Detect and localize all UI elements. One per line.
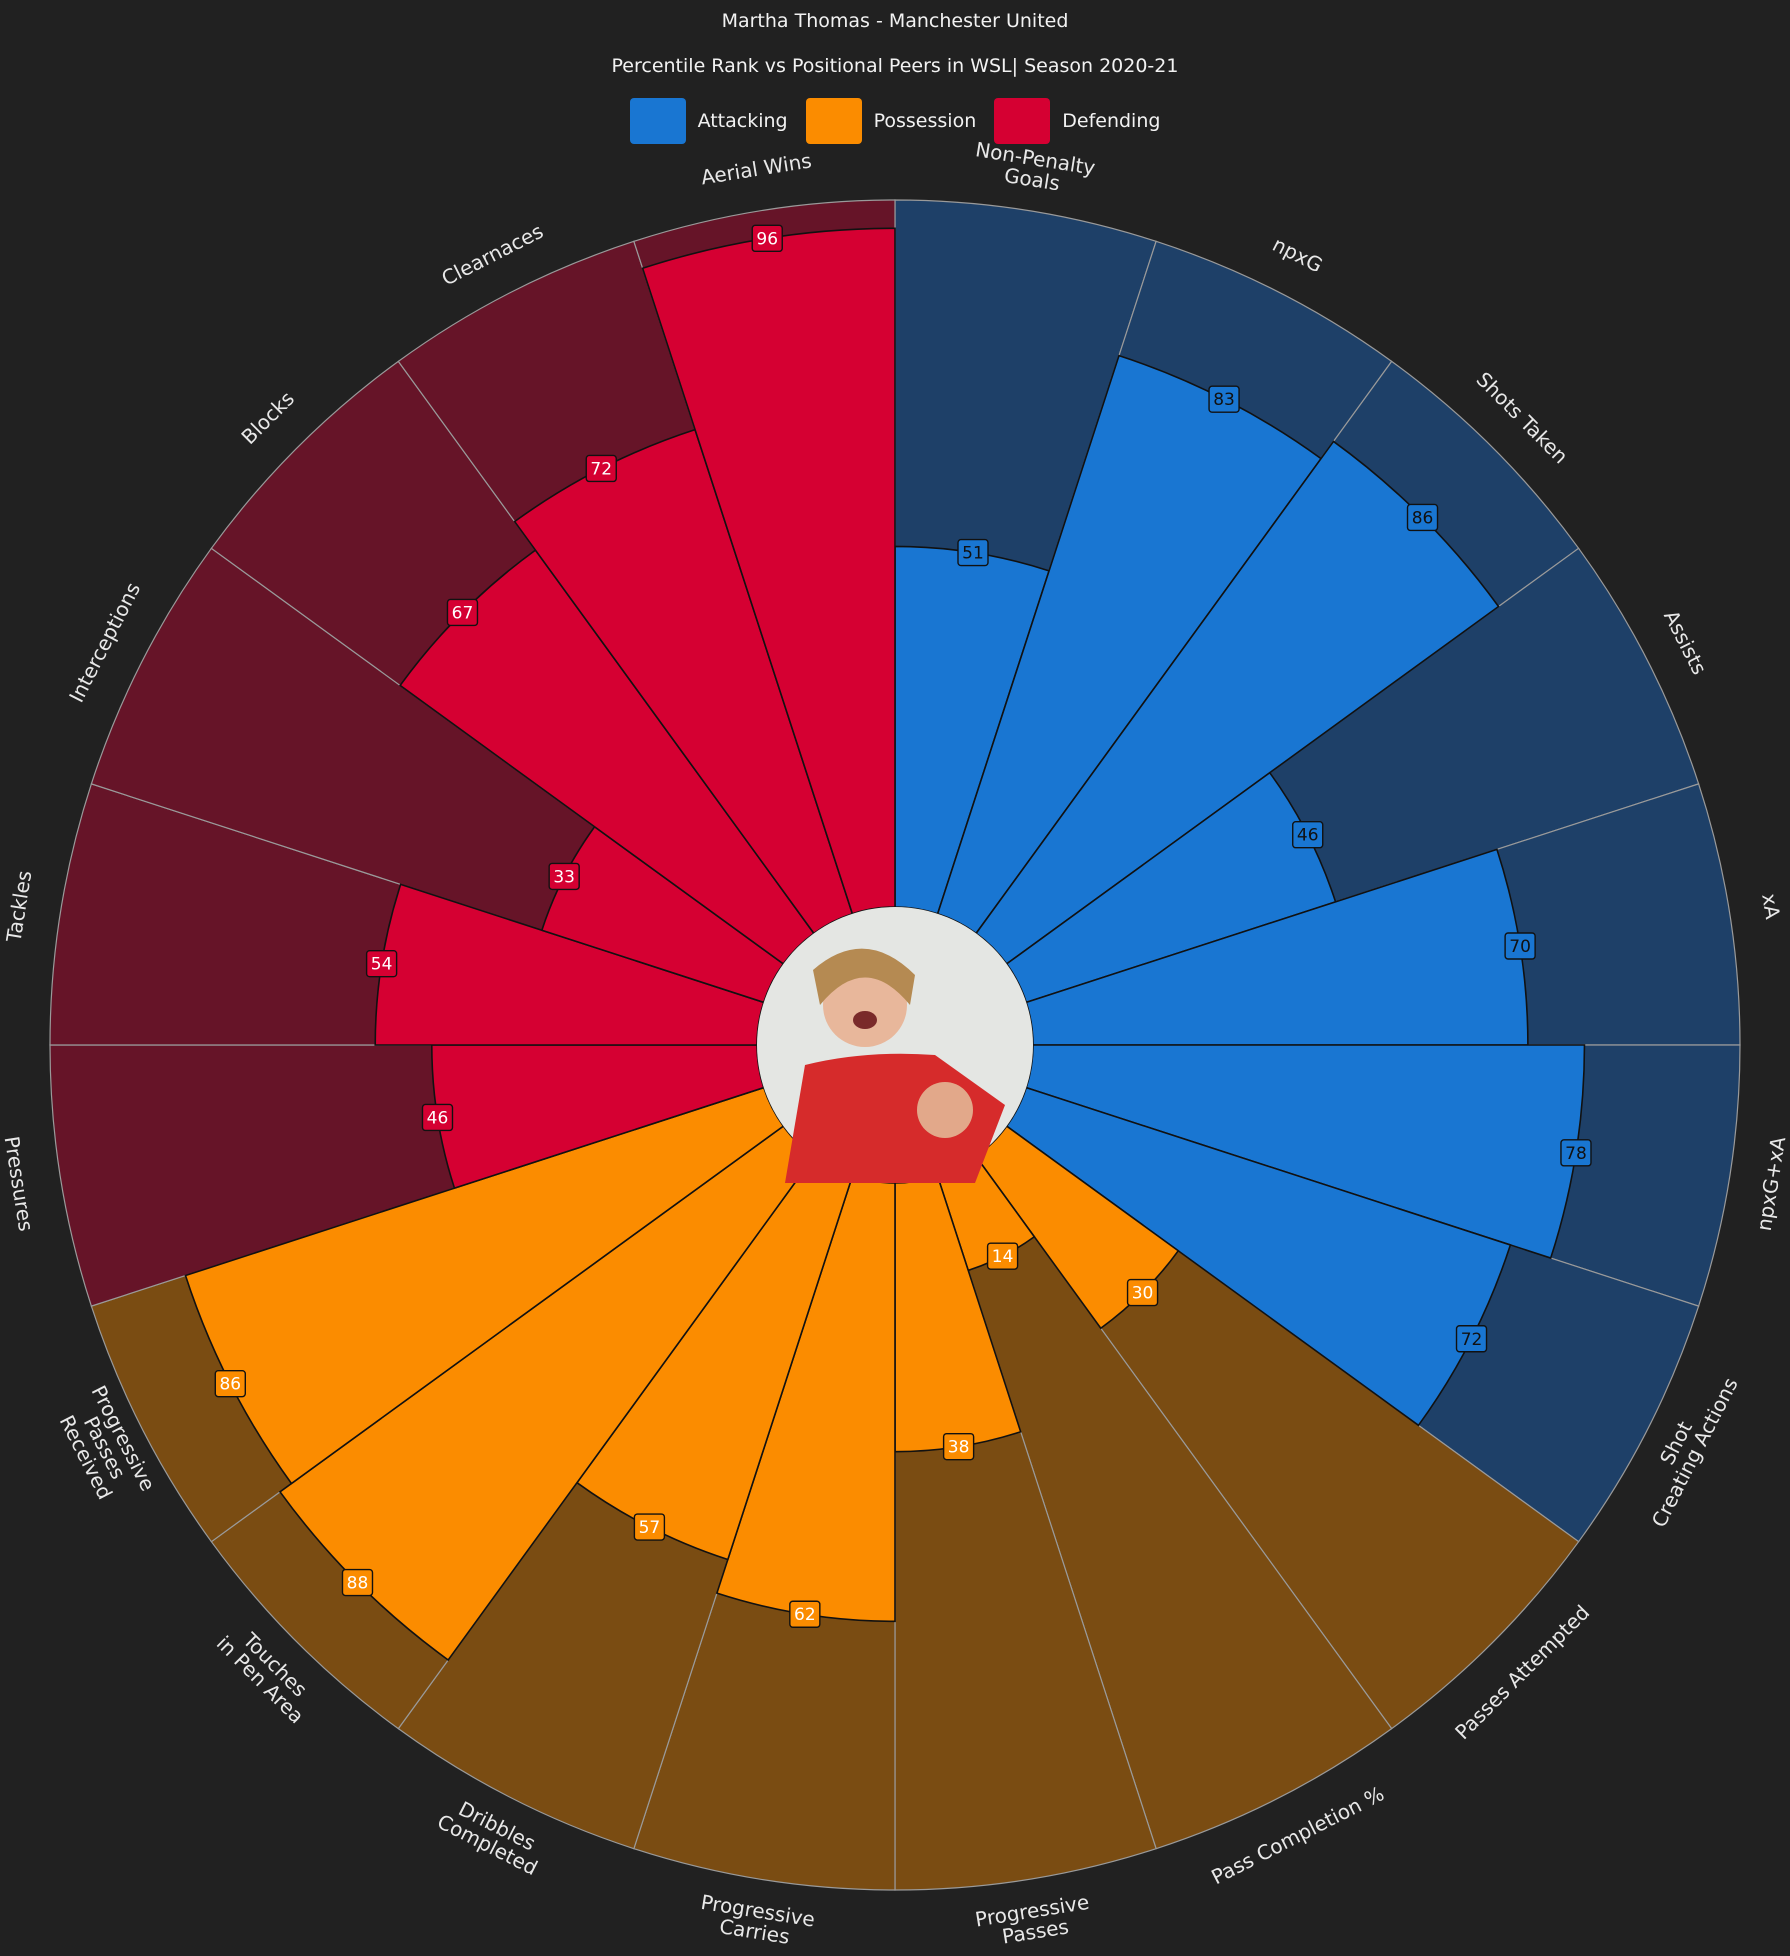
value-label-progressive-carries: 62 — [794, 1605, 816, 1625]
category-label-npxg: npxG — [1269, 232, 1327, 277]
value-label-progressive-passes: 38 — [948, 1438, 970, 1458]
value-label-passes-attempted: 30 — [1132, 1284, 1154, 1304]
category-label-xa: xA — [1757, 892, 1785, 921]
category-label-non-penalty-goals: Non-PenaltyGoals — [971, 137, 1098, 200]
value-label-box-clearnaces — [585, 454, 617, 483]
value-label-box-pass-completion — [986, 1242, 1019, 1270]
value-label-box-npxg — [1208, 385, 1240, 413]
value-label-npxg-xa: 78 — [1565, 1144, 1587, 1164]
value-label-clearnaces: 72 — [590, 459, 612, 479]
value-label-box-blocks — [446, 598, 479, 627]
chart-subtitle: Percentile Rank vs Positional Peers in W… — [611, 55, 1179, 77]
legend: Attacking Possession Defending — [0, 98, 1790, 144]
avatar-fist — [917, 1082, 973, 1138]
legend-item-possession: Possession — [805, 98, 977, 144]
value-label-box-non-penalty-goals — [957, 538, 989, 567]
category-label-clearnaces: Clearnaces — [438, 219, 547, 291]
value-label-pressures: 46 — [427, 1108, 449, 1128]
category-label-blocks: Blocks — [237, 387, 300, 450]
category-label-pressures: Pressures — [0, 1135, 38, 1233]
value-label-box-dribbles-completed — [633, 1513, 666, 1541]
value-slices — [184, 227, 1586, 1662]
value-label-box-progressive-carries — [789, 1600, 821, 1628]
value-label-interceptions: 33 — [553, 867, 575, 887]
value-label-box-interceptions — [548, 862, 580, 891]
value-label-non-penalty-goals: 51 — [962, 544, 984, 564]
avatar-hair — [813, 948, 915, 1005]
legend-swatch-attacking — [629, 98, 686, 144]
value-label-blocks: 67 — [452, 603, 474, 623]
value-label-tackles: 54 — [371, 955, 393, 975]
legend-item-attacking: Attacking — [629, 98, 788, 144]
value-label-npxg: 83 — [1213, 390, 1235, 410]
value-label-box-shot-creating-actions — [1455, 1325, 1488, 1353]
value-label-box-progressive-passes-received — [214, 1369, 246, 1398]
category-label-progressive-carries: ProgressiveCarries — [696, 1890, 817, 1952]
avatar-face — [823, 963, 907, 1047]
legend-swatch-possession — [805, 98, 862, 144]
category-label-aerial-wins: Aerial Wins — [699, 148, 813, 189]
category-label-tackles: Tackles — [1, 869, 36, 945]
value-label-box-tackles — [365, 949, 398, 978]
legend-label-attacking: Attacking — [697, 110, 788, 132]
legend-label-defending: Defending — [1062, 110, 1161, 132]
value-label-box-passes-attempted — [1126, 1278, 1159, 1307]
legend-item-defending: Defending — [994, 98, 1160, 144]
value-label-box-shots-taken — [1406, 503, 1439, 532]
category-label-assists: Assists — [1659, 606, 1712, 678]
value-label-box-pressures — [421, 1103, 454, 1132]
value-label-box-npxg-xa — [1560, 1139, 1592, 1167]
value-label-dribbles-completed: 57 — [639, 1518, 661, 1538]
value-label-touches-in-pen-area: 88 — [347, 1574, 369, 1594]
value-label-pass-completion: 14 — [992, 1247, 1014, 1267]
category-label-progressive-passes: ProgressivePasses — [973, 1890, 1094, 1952]
value-label-box-touches-in-pen-area — [341, 1568, 374, 1597]
value-label-aerial-wins: 96 — [756, 229, 778, 249]
chart-title: Martha Thomas - Manchester United — [721, 10, 1069, 32]
value-labels: 51 83 86 46 70 78 72 30 14 38 62 57 88 86 46 54 33 67 72 96 — [214, 224, 1592, 1628]
value-label-assists: 46 — [1297, 826, 1319, 846]
avatar-mouth — [853, 1011, 877, 1029]
value-label-shots-taken: 86 — [1412, 508, 1434, 528]
value-label-shot-creating-actions: 72 — [1461, 1330, 1483, 1350]
value-label-box-aerial-wins — [751, 224, 783, 253]
value-label-box-xa — [1504, 932, 1536, 960]
value-label-progressive-passes-received: 86 — [219, 1375, 241, 1395]
player-photo — [757, 907, 1033, 1183]
category-label-npxg-xa: npxG+xA — [1752, 1135, 1790, 1233]
value-label-box-assists — [1292, 821, 1324, 849]
legend-swatch-defending — [994, 98, 1051, 144]
value-label-xa: 70 — [1509, 937, 1531, 957]
value-label-box-progressive-passes — [942, 1432, 975, 1461]
legend-label-possession: Possession — [873, 110, 977, 132]
